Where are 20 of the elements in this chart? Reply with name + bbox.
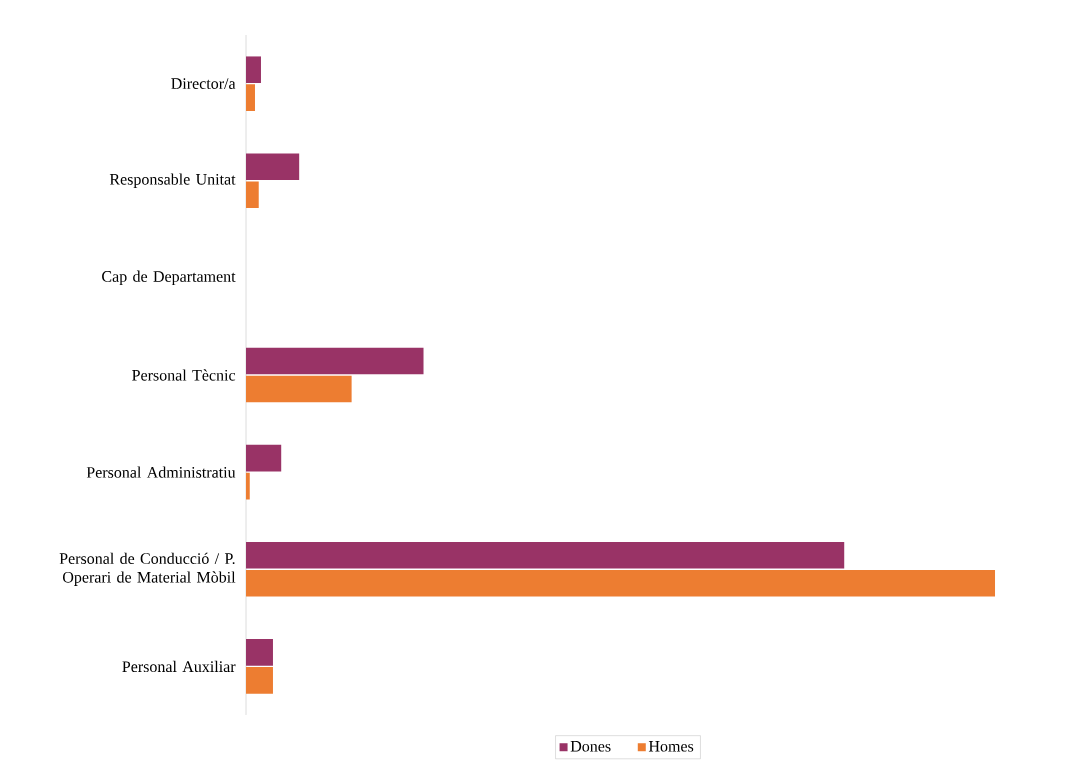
bar xyxy=(246,639,273,666)
bar xyxy=(246,542,845,569)
legend-label: Dones xyxy=(570,741,611,752)
bar xyxy=(246,84,255,112)
bar xyxy=(246,570,996,597)
bar xyxy=(246,375,352,403)
bar xyxy=(246,153,300,181)
bar xyxy=(246,56,261,84)
bar xyxy=(246,181,259,209)
bar xyxy=(246,347,424,375)
y-tick-label: Personal Auxiliar xyxy=(122,660,236,673)
y-tick-label: Personal Tècnic xyxy=(132,369,236,381)
y-tick-label: Personal de Conducció / P. Operari de Material Mòbil xyxy=(59,552,236,587)
bar xyxy=(246,667,273,694)
y-tick-label: Responsable Unitat xyxy=(109,173,236,189)
legend-label: Homes xyxy=(648,741,694,752)
bar xyxy=(246,444,282,472)
y-tick-label: Personal Administratiu xyxy=(86,466,236,478)
y-tick-label: Cap de Departament xyxy=(102,270,236,286)
y-tick-label: Director/a xyxy=(171,78,236,90)
